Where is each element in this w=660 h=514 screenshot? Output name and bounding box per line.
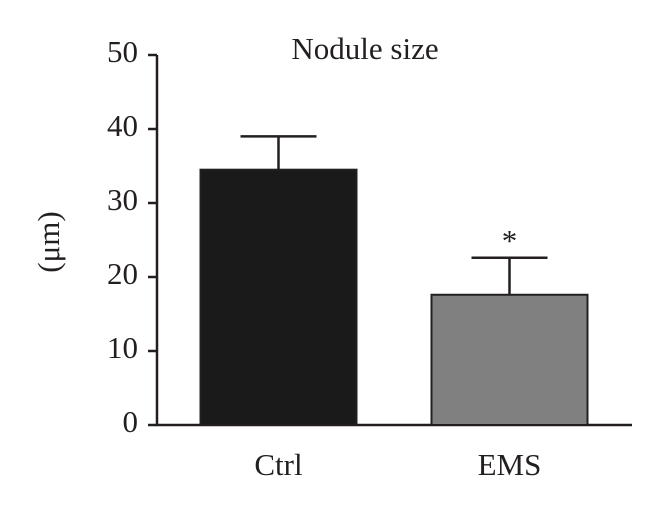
y-tick-label: 50 [107, 34, 138, 69]
y-tick-label: 40 [107, 108, 138, 143]
y-tick-label: 0 [123, 404, 139, 439]
y-tick-label: 20 [107, 256, 138, 291]
x-tick-label: EMS [478, 447, 542, 482]
annotation: * [502, 223, 518, 258]
bar [199, 168, 358, 426]
chart-title: Nodule size [291, 31, 438, 66]
y-tick-label: 30 [107, 182, 138, 217]
y-tick-label: 10 [107, 330, 138, 365]
bar [430, 293, 589, 427]
x-tick-label: Ctrl [254, 447, 302, 482]
y-axis-label: (μm) [31, 211, 66, 272]
